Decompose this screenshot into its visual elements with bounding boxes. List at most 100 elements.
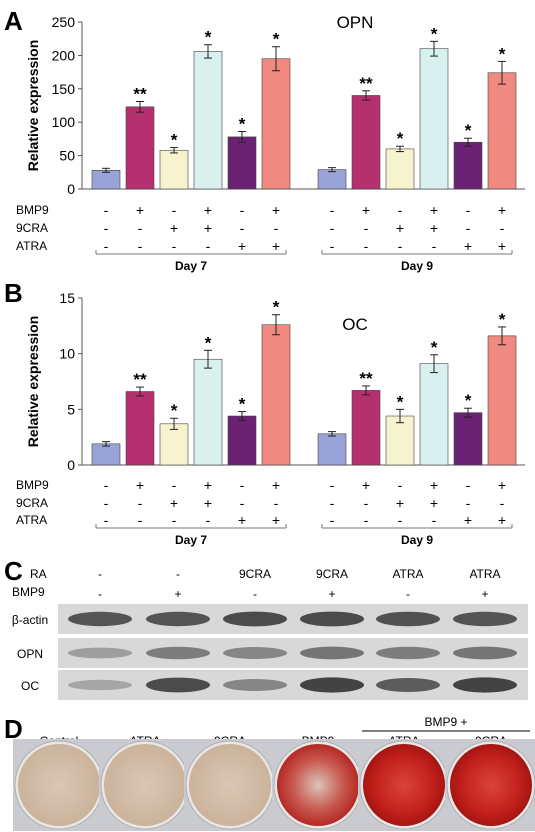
condition-sign: -: [240, 477, 245, 493]
condition-sign: +: [430, 477, 438, 493]
y-tick-label: 100: [52, 114, 76, 130]
condition-sign: +: [204, 495, 212, 511]
y-tick-label: 50: [59, 148, 75, 164]
condition-sign: +: [204, 477, 212, 493]
blot-band: [68, 611, 132, 627]
blot-lane-label: OPN: [17, 647, 43, 661]
condition-sign: -: [172, 477, 177, 493]
condition-sign: +: [464, 512, 472, 528]
plate-well: [450, 744, 532, 826]
blot-band: [300, 677, 364, 693]
bar: [91, 443, 121, 466]
bar: [159, 149, 189, 190]
blot-band: [223, 647, 287, 659]
significance-mark: **: [359, 369, 373, 388]
condition-sign: -: [432, 512, 437, 528]
plate-group-label: BMP9 +: [424, 715, 467, 729]
condition-sign: -: [104, 238, 109, 254]
condition-sign: -: [432, 238, 437, 254]
group-label: Day 7: [175, 533, 207, 547]
significance-mark: *: [465, 121, 472, 140]
blot-band: [453, 677, 517, 693]
blot-strip: [58, 638, 528, 668]
bar: [193, 51, 223, 190]
condition-sign: -: [330, 220, 335, 236]
condition-sign: -: [330, 238, 335, 254]
blot-bmp9-label: +: [328, 587, 335, 601]
bar: [487, 72, 517, 190]
bar: [487, 335, 517, 466]
condition-sign: +: [396, 220, 404, 236]
panel-letter: B: [4, 278, 23, 308]
condition-sign: +: [204, 202, 212, 218]
condition-sign: -: [206, 238, 211, 254]
chart-title: OPN: [337, 13, 374, 32]
condition-sign: +: [238, 512, 246, 528]
significance-mark: *: [205, 28, 212, 47]
significance-mark: *: [273, 30, 280, 49]
plate-well: [18, 744, 100, 826]
y-tick-label: 15: [59, 290, 75, 306]
condition-sign: -: [398, 202, 403, 218]
y-tick-label: 0: [67, 457, 75, 473]
panel-c-western-blot: C RA BMP9 - - 9CRA 9CRA ATRA ATRA - + - + - + β-actin OP…: [4, 556, 528, 700]
blot-band: [223, 611, 287, 627]
panel-d-alizarin-plates: DControlATRA9CRABMP9ATRA9CRABMP9 +: [4, 714, 535, 831]
condition-sign: -: [240, 202, 245, 218]
plate-well: [277, 744, 359, 826]
condition-sign: +: [396, 495, 404, 511]
blot-row-label: BMP9: [12, 585, 45, 599]
condition-sign: -: [172, 238, 177, 254]
panel-b-chart: B OC Relative expression 0 5 10 15 BMP9 9CRA ATRA…: [4, 278, 525, 547]
condition-sign: -: [398, 238, 403, 254]
blot-band: [68, 679, 132, 691]
condition-sign: -: [466, 477, 471, 493]
condition-sign: +: [272, 512, 280, 528]
condition-label: 9CRA: [16, 496, 48, 510]
condition-sign: -: [104, 512, 109, 528]
blot-band: [146, 646, 210, 660]
condition-sign: -: [364, 220, 369, 236]
condition-sign: -: [240, 220, 245, 236]
y-tick-label: 0: [67, 181, 75, 197]
blot-band: [68, 647, 132, 659]
blot-lane-label: OC: [21, 679, 39, 693]
condition-sign: -: [274, 220, 279, 236]
plate-well: [104, 744, 186, 826]
blot-band: [300, 611, 364, 627]
condition-sign: -: [364, 512, 369, 528]
blot-bmp9-label: -: [98, 587, 102, 601]
condition-sign: -: [466, 495, 471, 511]
condition-sign: +: [238, 238, 246, 254]
condition-sign: +: [464, 238, 472, 254]
bar: [125, 391, 155, 466]
condition-sign: -: [398, 512, 403, 528]
significance-mark: *: [465, 391, 472, 410]
condition-sign: -: [172, 202, 177, 218]
significance-mark: **: [359, 74, 373, 93]
blot-band: [146, 611, 210, 627]
bar: [351, 390, 381, 466]
significance-mark: **: [133, 370, 147, 389]
condition-sign: +: [498, 202, 506, 218]
significance-mark: *: [273, 298, 280, 317]
condition-sign: +: [136, 202, 144, 218]
blot-ra-label: -: [98, 567, 102, 581]
blot-ra-label: ATRA: [392, 567, 423, 581]
condition-sign: -: [466, 202, 471, 218]
panel-letter: D: [4, 714, 23, 744]
blot-band: [300, 646, 364, 660]
condition-sign: +: [498, 477, 506, 493]
significance-mark: *: [239, 395, 246, 414]
condition-sign: +: [498, 512, 506, 528]
blot-strip: [58, 670, 528, 700]
y-tick-label: 5: [67, 401, 75, 417]
significance-mark: *: [171, 131, 178, 150]
condition-sign: -: [330, 495, 335, 511]
condition-sign: +: [136, 477, 144, 493]
blot-ra-label: 9CRA: [239, 567, 271, 581]
condition-sign: -: [104, 202, 109, 218]
significance-mark: *: [239, 115, 246, 134]
blot-bmp9-label: +: [174, 587, 181, 601]
group-label: Day 9: [401, 259, 433, 273]
